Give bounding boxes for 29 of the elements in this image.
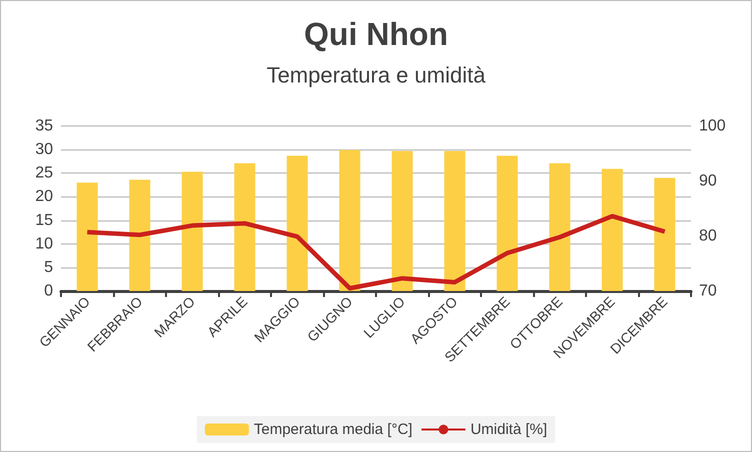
bar <box>234 163 256 291</box>
legend-label: Umidità [%] <box>470 421 548 438</box>
y-tick-label: 15 <box>35 212 54 229</box>
bar <box>129 180 150 291</box>
bar <box>392 150 413 291</box>
line-series <box>85 214 667 290</box>
legend-label: Temperatura media [°C] <box>254 421 412 438</box>
y-tick-label: 20 <box>35 188 54 206</box>
chart-subtitle: Temperatura e umidità <box>266 62 486 88</box>
y-tick-label: 25 <box>35 164 54 182</box>
y-tick-label: 0 <box>44 282 54 300</box>
chart-title: Qui Nhon <box>304 16 448 52</box>
y-tick-label: 10 <box>35 235 54 252</box>
y-tick-label: 5 <box>44 258 54 276</box>
bar <box>76 182 98 291</box>
bar <box>444 150 466 291</box>
bar <box>496 156 518 291</box>
y2-tick-label: 90 <box>699 172 717 190</box>
bar <box>339 150 360 291</box>
bar <box>602 168 623 291</box>
bar <box>182 172 203 291</box>
y2-tick-label: 70 <box>699 282 717 300</box>
y2-tick-label: 100 <box>699 118 726 134</box>
bar <box>286 156 308 291</box>
y2-tick-label: 80 <box>699 228 717 244</box>
y-tick-label: 35 <box>35 118 54 134</box>
bar <box>654 178 676 291</box>
y-tick-label: 30 <box>35 141 54 158</box>
bar <box>549 163 570 291</box>
